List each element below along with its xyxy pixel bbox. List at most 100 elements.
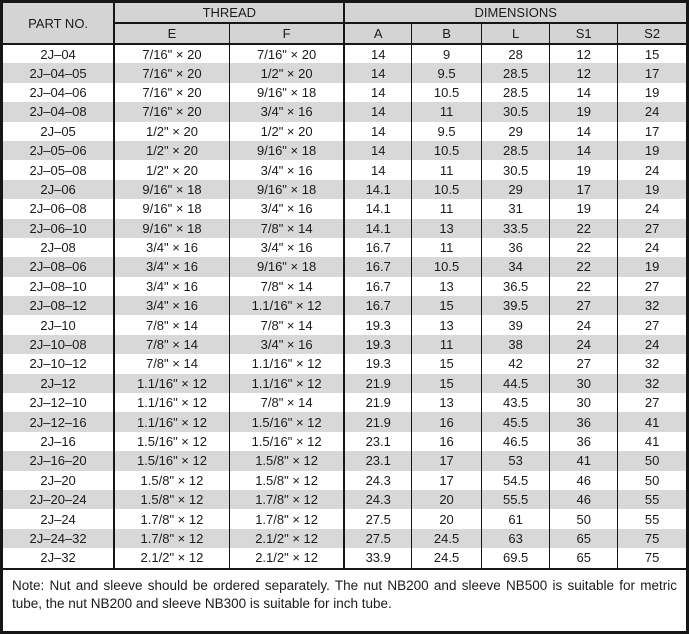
dim-s1-cell: 22 — [549, 218, 619, 238]
col-header-f: F — [229, 23, 346, 45]
thread-e-cell: 3/4" × 16 — [114, 276, 230, 297]
dim-s2-cell: 55 — [617, 509, 686, 529]
dim-l-cell: 36.5 — [481, 276, 551, 297]
dim-l-cell: 69.5 — [481, 548, 551, 568]
dim-b-cell: 9.5 — [411, 121, 483, 141]
dim-s1-cell: 12 — [549, 44, 619, 64]
part-no-cell: 2J–24–32 — [3, 528, 116, 549]
dim-a-cell: 14 — [344, 63, 413, 83]
dim-a-cell: 16.7 — [344, 276, 413, 297]
table-row: 2J–05–06 1/2" × 20 9/16" × 18 14 10.5 28.5 14 1… — [3, 140, 686, 161]
dim-s1-cell: 65 — [549, 548, 619, 568]
col-header-l: L — [481, 23, 551, 45]
thread-e-cell: 7/8" × 14 — [114, 354, 230, 374]
dim-a-cell: 19.3 — [344, 334, 413, 355]
dim-s2-cell: 19 — [617, 82, 686, 103]
dim-a-cell: 14.1 — [344, 218, 413, 238]
table-row: 2J–04–05 7/16" × 20 1/2" × 20 14 9.5 28.5 12 17 — [3, 63, 686, 83]
dim-s2-cell: 19 — [617, 140, 686, 161]
dim-s2-cell: 24 — [617, 102, 686, 122]
dim-b-cell: 15 — [411, 373, 483, 394]
table-row: 2J–24–32 1.7/8" × 12 2.1/2" × 12 27.5 24.5 63… — [3, 528, 686, 549]
dim-s1-cell: 14 — [549, 82, 619, 103]
note-text: Note: Nut and sleeve should be ordered s… — [3, 567, 686, 631]
dim-a-cell: 21.9 — [344, 412, 413, 432]
dim-l-cell: 38 — [481, 334, 551, 355]
thread-e-cell: 3/4" × 16 — [114, 296, 230, 316]
dim-s2-cell: 27 — [617, 315, 686, 335]
thread-f-cell: 3/4" × 16 — [229, 102, 346, 122]
header-sub-row: E F A B L S1 S2 — [3, 23, 686, 45]
thread-f-cell: 1.1/16" × 12 — [229, 296, 346, 316]
col-header-s1: S1 — [549, 23, 619, 45]
table-row: 2J–08–12 3/4" × 16 1.1/16" × 12 16.7 15 39.5 2… — [3, 296, 686, 316]
dim-l-cell: 46.5 — [481, 431, 551, 452]
dim-s2-cell: 27 — [617, 393, 686, 413]
dim-b-cell: 17 — [411, 470, 483, 490]
dim-s1-cell: 50 — [549, 509, 619, 529]
part-no-cell: 2J–10 — [3, 315, 116, 335]
dim-a-cell: 14.1 — [344, 179, 413, 200]
col-group-dimensions: DIMENSIONS — [344, 3, 686, 24]
dim-s2-cell: 41 — [617, 412, 686, 432]
dim-l-cell: 42 — [481, 354, 551, 374]
part-no-cell: 2J–20 — [3, 470, 116, 490]
table-row: 2J–04–06 7/16" × 20 9/16" × 18 14 10.5 28.5 14… — [3, 82, 686, 103]
dim-s2-cell: 75 — [617, 548, 686, 568]
part-no-cell: 2J–16 — [3, 431, 116, 452]
dim-s2-cell: 24 — [617, 237, 686, 258]
dim-s2-cell: 41 — [617, 431, 686, 452]
dim-s2-cell: 50 — [617, 451, 686, 471]
dim-s1-cell: 22 — [549, 237, 619, 258]
dim-l-cell: 63 — [481, 528, 551, 549]
dim-s2-cell: 17 — [617, 63, 686, 83]
dim-a-cell: 19.3 — [344, 315, 413, 335]
thread-e-cell: 1/2" × 20 — [114, 160, 230, 180]
dim-a-cell: 16.7 — [344, 257, 413, 277]
part-no-cell: 2J–06 — [3, 179, 116, 200]
table-row: 2J–08 3/4" × 16 3/4" × 16 16.7 11 36 22 24 — [3, 237, 686, 258]
part-no-cell: 2J–04–08 — [3, 102, 116, 122]
dim-s2-cell: 27 — [617, 276, 686, 297]
thread-e-cell: 7/16" × 20 — [114, 44, 230, 64]
thread-e-cell: 7/16" × 20 — [114, 82, 230, 103]
part-no-cell: 2J–20–24 — [3, 489, 116, 510]
thread-e-cell: 1.7/8" × 12 — [114, 528, 230, 549]
col-header-s2: S2 — [617, 23, 686, 45]
dim-b-cell: 13 — [411, 393, 483, 413]
part-no-cell: 2J–12 — [3, 373, 116, 394]
thread-e-cell: 2.1/2" × 12 — [114, 548, 230, 568]
dim-a-cell: 14.1 — [344, 199, 413, 219]
dim-b-cell: 10.5 — [411, 179, 483, 200]
col-header-e: E — [114, 23, 230, 45]
part-no-cell: 2J–10–08 — [3, 334, 116, 355]
dim-l-cell: 28.5 — [481, 82, 551, 103]
dim-s2-cell: 24 — [617, 334, 686, 355]
dim-b-cell: 11 — [411, 237, 483, 258]
dim-l-cell: 28.5 — [481, 140, 551, 161]
thread-e-cell: 7/16" × 20 — [114, 63, 230, 83]
dim-b-cell: 9.5 — [411, 63, 483, 83]
dim-s2-cell: 27 — [617, 218, 686, 238]
dim-s2-cell: 75 — [617, 528, 686, 549]
thread-e-cell: 1.1/16" × 12 — [114, 373, 230, 394]
table-row: 2J–20 1.5/8" × 12 1.5/8" × 12 24.3 17 54.5 46 5… — [3, 470, 686, 490]
part-no-cell: 2J–12–16 — [3, 412, 116, 432]
thread-e-cell: 1.5/16" × 12 — [114, 431, 230, 452]
dim-s2-cell: 55 — [617, 489, 686, 510]
dim-l-cell: 30.5 — [481, 102, 551, 122]
thread-f-cell: 2.1/2" × 12 — [229, 548, 346, 568]
dim-s1-cell: 14 — [549, 121, 619, 141]
dim-s2-cell: 32 — [617, 296, 686, 316]
dim-s1-cell: 17 — [549, 179, 619, 200]
dim-s1-cell: 19 — [549, 199, 619, 219]
col-header-a: A — [344, 23, 413, 45]
dim-a-cell: 21.9 — [344, 373, 413, 394]
part-no-cell: 2J–04–06 — [3, 82, 116, 103]
thread-f-cell: 3/4" × 16 — [229, 160, 346, 180]
dim-a-cell: 19.3 — [344, 354, 413, 374]
dim-s1-cell: 27 — [549, 296, 619, 316]
table-row: 2J–06–08 9/16" × 18 3/4" × 16 14.1 11 31 19 24 — [3, 199, 686, 219]
thread-f-cell: 1.5/16" × 12 — [229, 412, 346, 432]
table-row: 2J–08–06 3/4" × 16 9/16" × 18 16.7 10.5 34 22 1… — [3, 257, 686, 277]
